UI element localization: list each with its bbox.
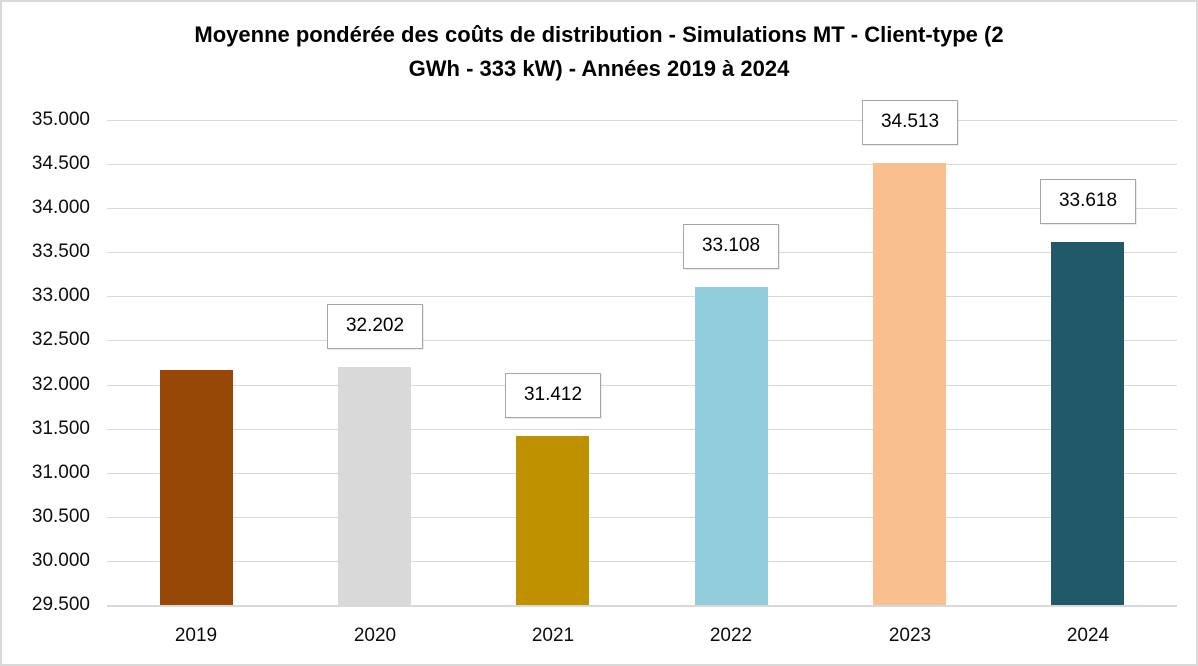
y-axis-tick-label: 34.000 (31, 197, 90, 218)
gridline (107, 164, 1177, 165)
y-axis-tick-label: 33.500 (31, 241, 90, 262)
y-axis-tick-label: 31.000 (31, 462, 90, 483)
gridline (107, 296, 1177, 297)
x-axis-tick-label: 2021 (531, 625, 575, 646)
x-axis-tick-label: 2023 (888, 625, 932, 646)
bar-2021 (516, 436, 589, 605)
gridline (107, 561, 1177, 562)
y-axis-tick-label: 29.500 (31, 594, 90, 615)
gridline (107, 385, 1177, 386)
bar-2020 (338, 367, 411, 605)
x-axis-tick-label: 2020 (353, 625, 397, 646)
y-axis-tick-label: 30.500 (31, 506, 90, 527)
data-label-2024: 33.618 (1040, 179, 1136, 224)
gridline (107, 252, 1177, 253)
gridline (107, 429, 1177, 430)
y-axis-tick-label: 31.500 (31, 418, 90, 439)
gridline (107, 208, 1177, 209)
bar-2023 (873, 163, 946, 605)
chart-title-line-2: GWh - 333 kW) - Années 2019 à 2024 (408, 56, 790, 81)
bar-2024 (1051, 242, 1124, 605)
data-label-2023: 34.513 (862, 100, 958, 145)
chart-title-line-1: Moyenne pondérée des coûts de distributi… (194, 22, 1004, 47)
gridline (107, 340, 1177, 341)
y-axis-tick-label: 30.000 (31, 550, 90, 571)
bar-2022 (695, 287, 768, 605)
bar-2019 (160, 370, 233, 605)
gridline (107, 473, 1177, 474)
y-axis-tick-label: 33.000 (31, 285, 90, 306)
data-label-2022: 33.108 (683, 224, 779, 269)
y-axis-tick-label: 35.000 (31, 109, 90, 130)
x-axis-tick-label: 2019 (174, 625, 218, 646)
y-axis-tick-label: 32.000 (31, 374, 90, 395)
gridline (107, 517, 1177, 518)
y-axis-tick-label: 34.500 (31, 153, 90, 174)
y-axis-tick-label: 32.500 (31, 329, 90, 350)
x-axis-line (107, 605, 1177, 607)
data-label-2020: 32.202 (327, 304, 423, 349)
gridline (107, 120, 1177, 121)
x-axis-tick-label: 2024 (1066, 625, 1110, 646)
data-label-2021: 31.412 (505, 373, 601, 418)
chart-title: Moyenne pondérée des coûts de distributi… (2, 18, 1196, 86)
x-axis-tick-label: 2022 (709, 625, 753, 646)
